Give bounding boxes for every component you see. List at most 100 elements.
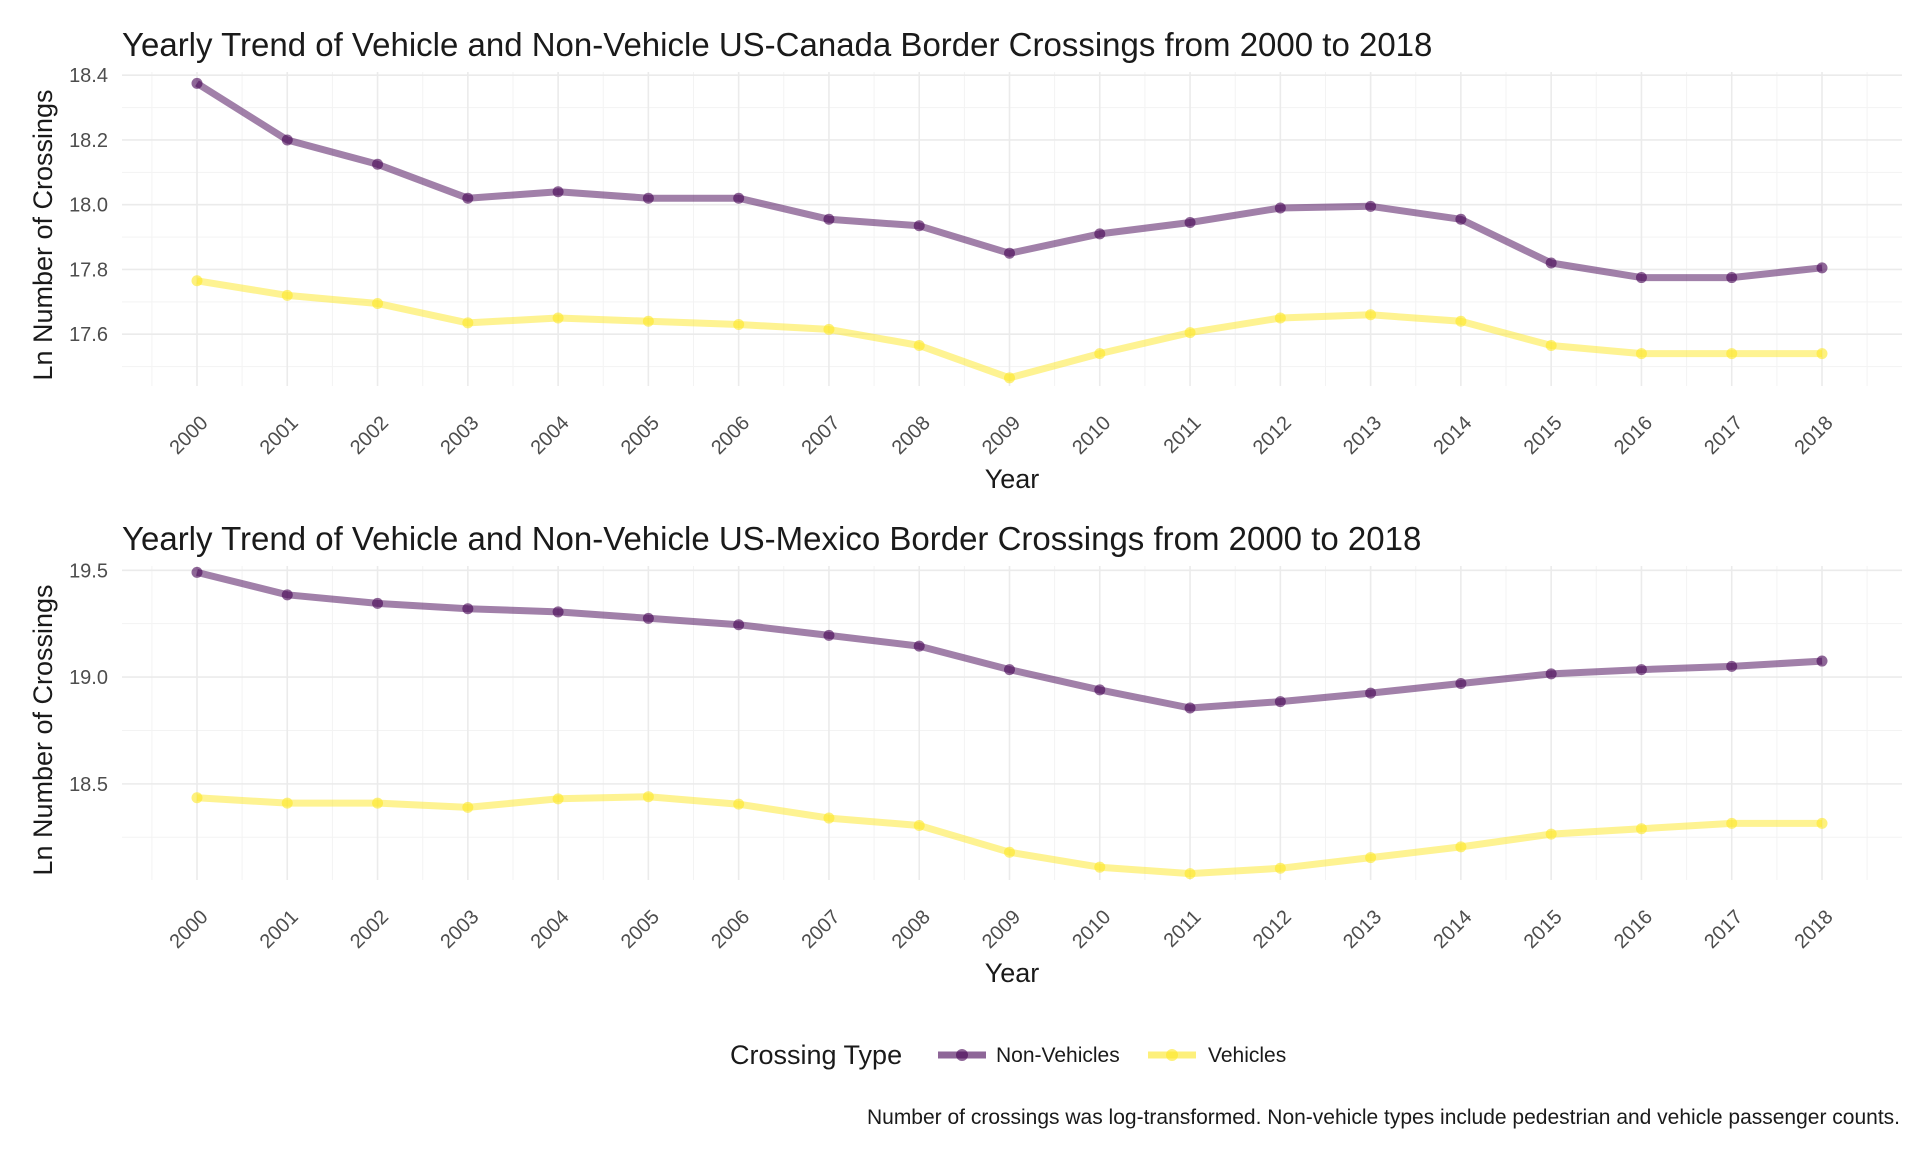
data-point [1816,262,1828,274]
data-point [552,312,564,324]
legend-item-vehicles: Vehicles [1148,1044,1286,1067]
mexico-y-axis-title: Ln Number of Crossings [28,584,58,875]
data-point [1816,348,1828,360]
mexico-series [191,566,1828,880]
data-point [1004,846,1015,858]
data-point [823,629,835,641]
data-point [642,315,654,327]
data-point [733,192,745,204]
y-tick-label: 18.2 [69,130,108,152]
data-point [1545,668,1557,680]
legend-key-point [1166,1049,1178,1061]
mexico-y-tick-labels: 18.5 19.0 19.5 [69,560,108,796]
data-point [823,213,835,225]
canada-chart-title: Yearly Trend of Vehicle and Non-Vehicle … [122,26,1432,63]
data-point [1726,817,1738,829]
data-point [913,820,925,832]
data-point [1004,372,1015,384]
data-point [1816,655,1828,667]
data-point [462,801,474,813]
data-point [733,619,745,631]
data-point [1094,228,1106,240]
data-point [1184,868,1196,880]
y-tick-label: 17.6 [69,324,108,346]
data-point [1094,348,1106,360]
legend-key-point [956,1049,968,1061]
data-point [1455,315,1467,327]
data-point [281,589,293,601]
mexico-panel: Yearly Trend of Vehicle and Non-Vehicle … [28,520,1902,988]
legend-title: Crossing Type [730,1040,902,1070]
data-point [1274,312,1286,324]
data-point [281,289,293,301]
data-point [1365,852,1377,864]
y-tick-label: 17.8 [69,259,108,281]
data-point [552,606,564,618]
data-point [281,134,293,146]
y-tick-label: 19.0 [69,667,108,689]
mexico-chart-title: Yearly Trend of Vehicle and Non-Vehicle … [122,520,1421,557]
data-point [372,597,384,609]
data-point [281,797,293,809]
legend: Crossing Type Non-Vehicles Vehicles [730,1040,1286,1070]
data-point [1635,348,1647,360]
data-point [733,798,745,810]
data-point [1545,340,1557,352]
data-point [191,792,203,804]
legend-label: Vehicles [1208,1044,1286,1067]
data-point [372,158,384,170]
data-point [1184,702,1196,714]
canada-y-axis-title: Ln Number of Crossings [28,89,58,380]
data-point [733,318,745,330]
data-point [1816,817,1828,829]
legend-item-non-vehicles: Non-Vehicles [938,1044,1120,1067]
data-point [642,192,654,204]
canada-x-axis-title: Year [985,464,1040,494]
data-point [913,640,925,652]
data-point [1184,217,1196,229]
data-point [191,275,203,287]
data-point [642,791,654,803]
y-tick-label: 18.0 [69,195,108,217]
y-tick-label: 18.5 [69,774,108,796]
data-point [1274,696,1286,708]
data-point [913,340,925,352]
caption: Number of crossings was log-transformed.… [867,1106,1900,1129]
data-point [1726,272,1738,284]
data-point [191,77,203,89]
data-point [1455,841,1467,853]
data-point [462,317,474,329]
mexico-x-axis-title: Year [985,958,1040,988]
data-point [1094,684,1106,696]
data-point [1545,257,1557,269]
data-point [1545,828,1557,840]
canada-series [191,77,1828,384]
y-tick-label: 19.5 [69,560,108,582]
data-point [1365,687,1377,699]
data-point [1004,247,1015,259]
data-point [1726,660,1738,672]
data-point [1274,202,1286,214]
data-point [823,323,835,335]
data-point [552,186,564,198]
data-point [1726,348,1738,360]
data-point [1635,823,1647,835]
data-point [1094,861,1106,873]
data-point [1004,664,1015,676]
data-point [372,297,384,309]
data-point [1635,664,1647,676]
data-point [1365,309,1377,321]
mexico-grid [122,566,1902,880]
data-point [462,603,474,615]
data-point [1184,327,1196,339]
data-point [1635,272,1647,284]
data-point [1274,862,1286,874]
data-point [1455,677,1467,689]
data-point [462,192,474,204]
data-point [552,793,564,805]
y-tick-label: 18.4 [69,65,108,87]
data-point [191,566,203,578]
data-point [642,612,654,624]
data-point [1365,200,1377,212]
